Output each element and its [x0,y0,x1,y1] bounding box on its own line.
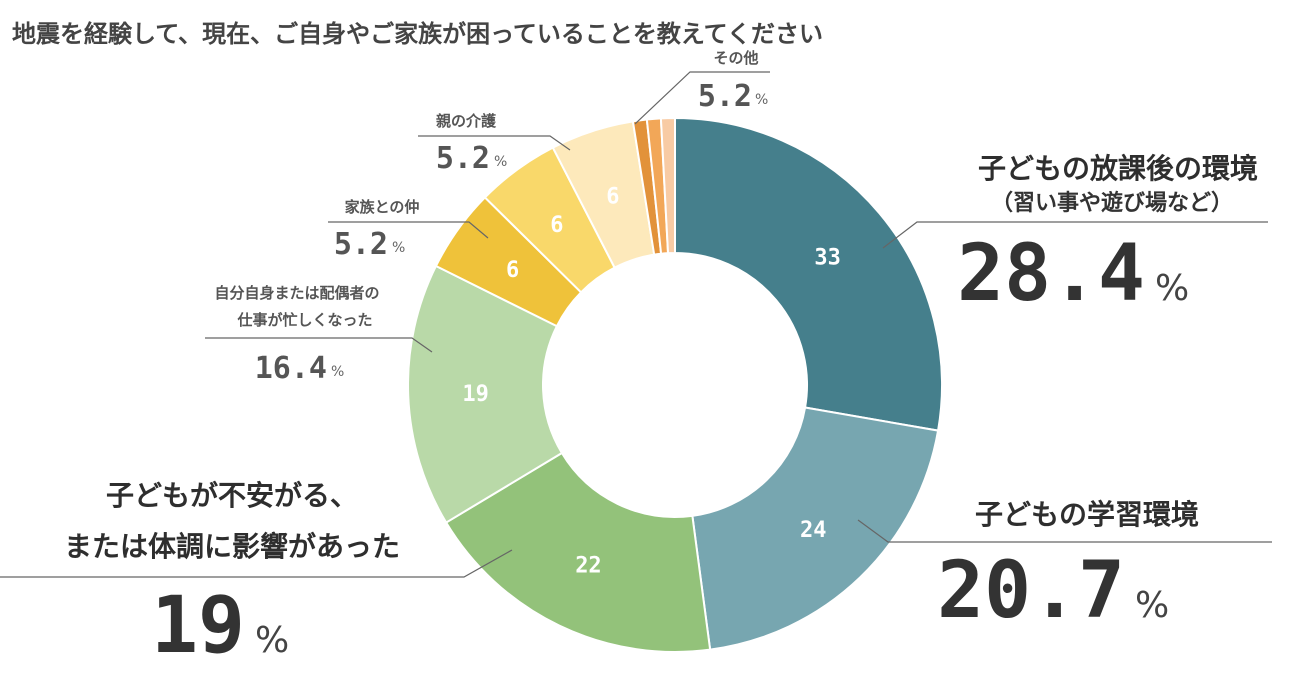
percent-anxiety: 19 [151,581,245,671]
label-other: その他 [713,49,758,67]
leader-line-study [857,519,1272,543]
leader-lines [0,71,1272,578]
label-family: 家族との仲 [345,198,420,216]
leader-line-anxiety [0,549,513,578]
donut-slice-9 [659,116,676,255]
leader-line-family [328,221,489,239]
sublabel-after-school: （習い事や遊び場など） [991,190,1233,216]
percent-sign-family: % [392,240,405,256]
leader-line-after-school [882,221,1268,249]
percent-care: 5.2 [436,141,490,176]
slice-value-labels: 33 24 22 19 6 6 6 [462,184,840,578]
donut-slice-2 [444,451,712,653]
donut-slice-3 [407,264,564,524]
percent-after-school: 28.4 [957,229,1145,319]
percent-study: 20.7 [937,546,1125,636]
label-care: 親の介護 [436,112,497,130]
percent-family: 5.2 [334,227,388,262]
percent-other: 5.2 [698,79,752,114]
slice-value-label-5: 6 [550,213,563,238]
percent-sign-other: % [755,92,768,108]
slice-value-label-1: 24 [800,518,827,543]
label-after-school: 子どもの放課後の環境 [978,152,1258,185]
percent-sign-study: % [1135,585,1169,626]
donut-slice-0 [674,116,943,432]
label-work-line2: 仕事が忙しくなった [236,311,372,329]
percent-sign-anxiety: % [255,620,289,661]
percent-sign-work: % [331,364,344,380]
label-anxiety-line2: または体調に影響があった [64,530,400,563]
leader-line-other [634,71,770,125]
slice-value-label-6: 6 [606,184,619,209]
slice-value-label-4: 6 [506,258,519,283]
leader-line-work [205,337,433,353]
percent-work: 16.4 [255,351,327,386]
label-study: 子どもの学習環境 [975,498,1199,531]
leader-line-care [418,135,571,151]
slice-value-label-0: 33 [814,246,841,271]
chart-title: 地震を経験して、現在、ご自身やご家族が困っていることを教えてください [12,20,823,48]
percent-sign-care: % [494,154,507,170]
label-anxiety-line1: 子どもが不安がる、 [106,479,358,512]
donut-slices [407,116,943,653]
label-work-line1: 自分自身または配偶者の [214,284,379,302]
donut-slice-1 [691,406,940,651]
slice-value-label-3: 19 [462,382,489,407]
slice-value-label-2: 22 [575,554,602,579]
percent-sign-after-school: % [1155,268,1189,309]
